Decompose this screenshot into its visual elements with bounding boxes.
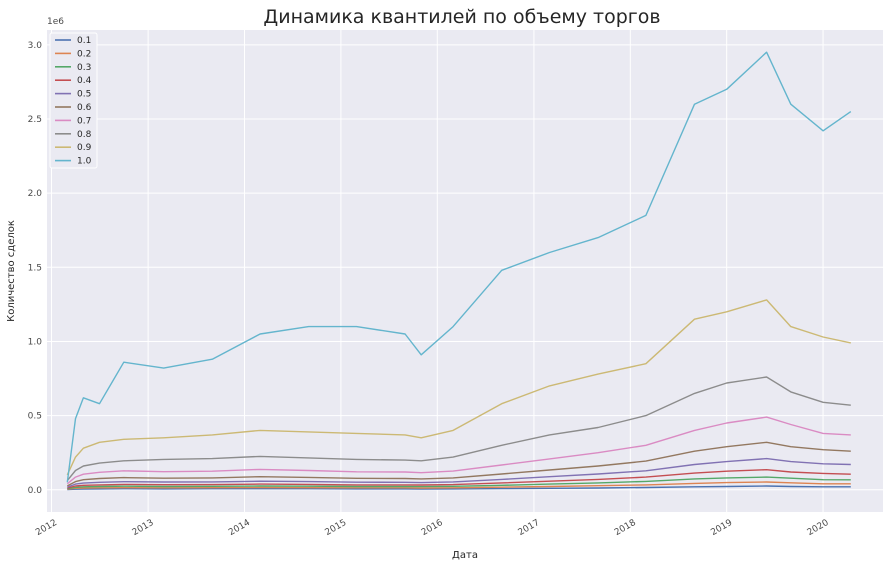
y-tick-label: 3.0	[28, 41, 43, 51]
legend-entry: 0.7	[77, 116, 91, 126]
y-offset-label: 1e6	[47, 17, 64, 27]
chart-title: Динамика квантилей по объему торгов	[263, 6, 660, 28]
series-line-0.9	[66, 299, 851, 476]
series-line-0.1	[67, 485, 851, 491]
x-axis-label: Дата	[452, 550, 478, 561]
legend-entry: 0.3	[77, 63, 91, 73]
x-tick-label: 2013	[131, 518, 156, 538]
legend-entry: 0.6	[77, 103, 92, 113]
y-tick-label: 1.0	[28, 337, 43, 347]
series-line-0.3	[67, 476, 851, 490]
y-tick-label: 0.0	[28, 486, 43, 496]
series-line-0.4	[67, 469, 851, 489]
x-tick-label: 2014	[227, 518, 252, 538]
series-line-0.5	[67, 457, 851, 488]
y-axis-ticks: 0.0 0.5 1.0 1.5 2.0 2.5 3.0	[28, 41, 43, 496]
y-tick-label: 2.5	[28, 115, 42, 125]
series-line-0.2	[67, 481, 851, 490]
x-axis-ticks: 2012 2013 2014 2015 2016 2017 2018 2019 2020	[34, 518, 831, 538]
series-line-1.0	[66, 51, 852, 483]
x-tick-label: 2017	[517, 518, 542, 538]
legend-entry: 0.5	[77, 90, 91, 100]
grid	[47, 30, 883, 512]
x-tick-label: 2012	[34, 518, 59, 538]
series-line-0.8	[66, 376, 851, 482]
y-tick-label: 2.0	[28, 189, 43, 199]
x-tick-label: 2015	[324, 518, 349, 538]
y-axis-label: Количество сделок	[6, 220, 17, 322]
legend-entry: 0.9	[77, 143, 92, 153]
x-tick-label: 2018	[613, 518, 638, 538]
plot-area	[47, 30, 883, 512]
y-tick-label: 1.5	[28, 263, 42, 273]
x-tick-label: 2019	[709, 518, 734, 538]
x-tick-label: 2020	[806, 518, 831, 538]
legend: 0.1 0.2 0.3 0.4 0.5 0.6 0.7 0.8 0.9 1.0	[49, 32, 98, 169]
legend-entry: 0.8	[77, 130, 92, 140]
legend-entry: 1.0	[77, 157, 92, 167]
x-tick-label: 2016	[420, 518, 445, 538]
y-tick-label: 0.5	[28, 412, 42, 422]
series-line-0.7	[66, 416, 851, 485]
series-line-0.6	[66, 441, 851, 487]
legend-entry: 0.2	[77, 49, 91, 59]
series-lines	[66, 51, 852, 491]
legend-entry: 0.1	[77, 36, 91, 46]
legend-entry: 0.4	[77, 76, 92, 86]
